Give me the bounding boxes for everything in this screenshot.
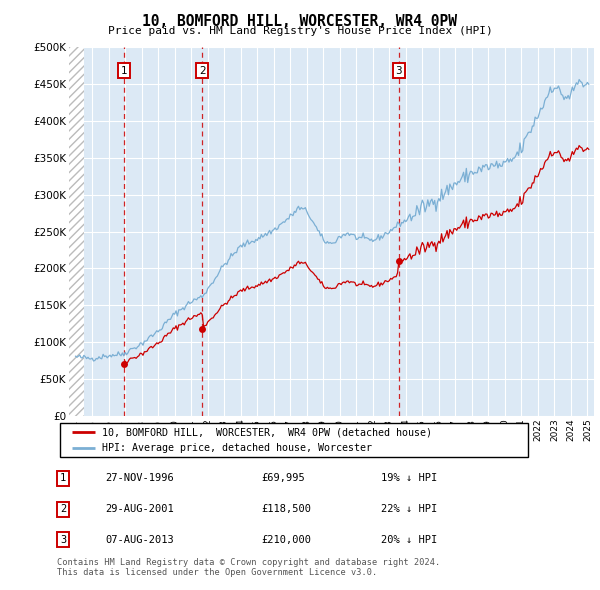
Text: 27-NOV-1996: 27-NOV-1996 (105, 474, 174, 483)
Text: £210,000: £210,000 (261, 535, 311, 545)
Text: 2: 2 (60, 504, 66, 514)
Bar (67, 47, 84, 416)
Text: 10, BOMFORD HILL,  WORCESTER,  WR4 0PW (detached house): 10, BOMFORD HILL, WORCESTER, WR4 0PW (de… (102, 427, 432, 437)
Text: 1: 1 (121, 66, 127, 76)
Text: £118,500: £118,500 (261, 504, 311, 514)
Text: HPI: Average price, detached house, Worcester: HPI: Average price, detached house, Worc… (102, 443, 372, 453)
Text: 1: 1 (60, 474, 66, 483)
Text: Price paid vs. HM Land Registry's House Price Index (HPI): Price paid vs. HM Land Registry's House … (107, 26, 493, 36)
Text: 10, BOMFORD HILL, WORCESTER, WR4 0PW: 10, BOMFORD HILL, WORCESTER, WR4 0PW (143, 14, 458, 29)
Text: 29-AUG-2001: 29-AUG-2001 (105, 504, 174, 514)
Bar (67, 47, 84, 416)
Text: 20% ↓ HPI: 20% ↓ HPI (381, 535, 437, 545)
Text: 2: 2 (199, 66, 205, 76)
Text: 19% ↓ HPI: 19% ↓ HPI (381, 474, 437, 483)
Text: 3: 3 (395, 66, 402, 76)
Text: £69,995: £69,995 (261, 474, 305, 483)
Text: 07-AUG-2013: 07-AUG-2013 (105, 535, 174, 545)
Text: Contains HM Land Registry data © Crown copyright and database right 2024.
This d: Contains HM Land Registry data © Crown c… (57, 558, 440, 577)
Text: 22% ↓ HPI: 22% ↓ HPI (381, 504, 437, 514)
Text: 3: 3 (60, 535, 66, 545)
